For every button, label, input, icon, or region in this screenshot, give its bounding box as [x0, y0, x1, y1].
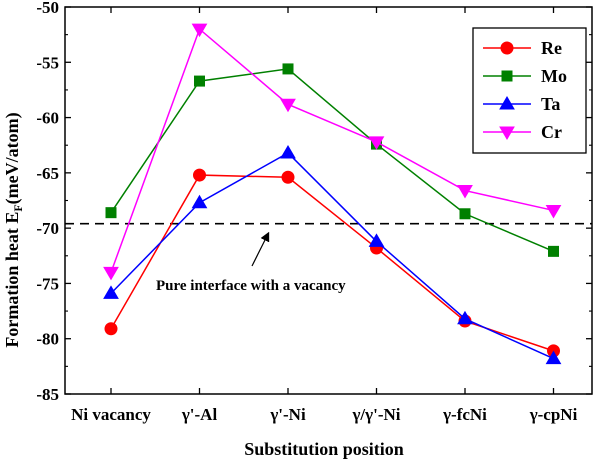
legend-marker-ta: [499, 96, 515, 110]
data-point-mo: [548, 245, 559, 257]
x-tick-label: Ni vacancy: [71, 405, 151, 424]
x-tick-label: γ'-Ni: [269, 405, 306, 424]
data-point-cr: [191, 23, 208, 38]
y-tick-label: -80: [36, 330, 59, 349]
legend-label-mo: Mo: [541, 66, 567, 86]
x-axis-title: Substitution position: [244, 439, 404, 459]
data-point-ta: [191, 194, 208, 209]
data-point-ta: [457, 310, 473, 325]
data-point-cr: [103, 266, 119, 281]
y-axis-title-unit: (meV/atom): [2, 112, 23, 204]
data-point-cr: [280, 98, 296, 113]
y-tick-label: -55: [36, 53, 59, 72]
x-tick-label: γ-cpNi: [529, 405, 578, 424]
series-line-ta: [110, 152, 554, 360]
y-tick-label: -60: [36, 109, 59, 128]
data-point-ta: [103, 285, 119, 299]
data-point-mo: [282, 63, 294, 75]
y-axis-title-main: Formation heat E: [2, 212, 22, 348]
x-tick-label: γ-fcNi: [442, 405, 487, 424]
y-tick-label: -50: [36, 0, 59, 17]
data-point-cr: [545, 204, 562, 219]
data-point-ta: [545, 350, 562, 365]
data-point-cr: [457, 185, 473, 199]
reference-annotation: Pure interface with a vacancy: [156, 278, 346, 294]
series-line-mo: [110, 68, 554, 253]
legend-box: [472, 27, 587, 154]
data-point-re: [193, 168, 206, 182]
y-tick-label: -75: [36, 274, 59, 293]
data-point-ta: [368, 233, 385, 247]
legend-label-cr: Cr: [541, 122, 562, 142]
data-point-mo: [459, 208, 471, 220]
legend-label-ta: Ta: [541, 94, 560, 114]
data-point-mo: [105, 207, 117, 219]
legend-marker-cr: [499, 126, 515, 140]
y-tick-label: -70: [36, 219, 59, 238]
series-line-re: [110, 174, 554, 352]
y-tick-label: -65: [36, 164, 59, 183]
series-line-cr: [110, 27, 554, 273]
data-point-ta: [280, 144, 296, 159]
data-point-cr: [368, 136, 385, 150]
y-axis-title: Formation heat EF(meV/atom): [2, 112, 25, 347]
data-point-re: [104, 322, 118, 336]
annotation-arrow: [251, 231, 270, 267]
data-point-re: [281, 170, 295, 184]
legend-marker-mo: [501, 70, 513, 82]
legend-marker-re: [500, 41, 514, 55]
data-point-mo: [194, 75, 205, 87]
x-tick-label: γ'-Al: [181, 405, 218, 424]
y-axis-title-subscript: F: [11, 204, 25, 211]
y-tick-label: -85: [36, 385, 59, 404]
legend-label-re: Re: [541, 38, 562, 58]
x-tick-label: γ/γ'-Ni: [351, 405, 400, 424]
